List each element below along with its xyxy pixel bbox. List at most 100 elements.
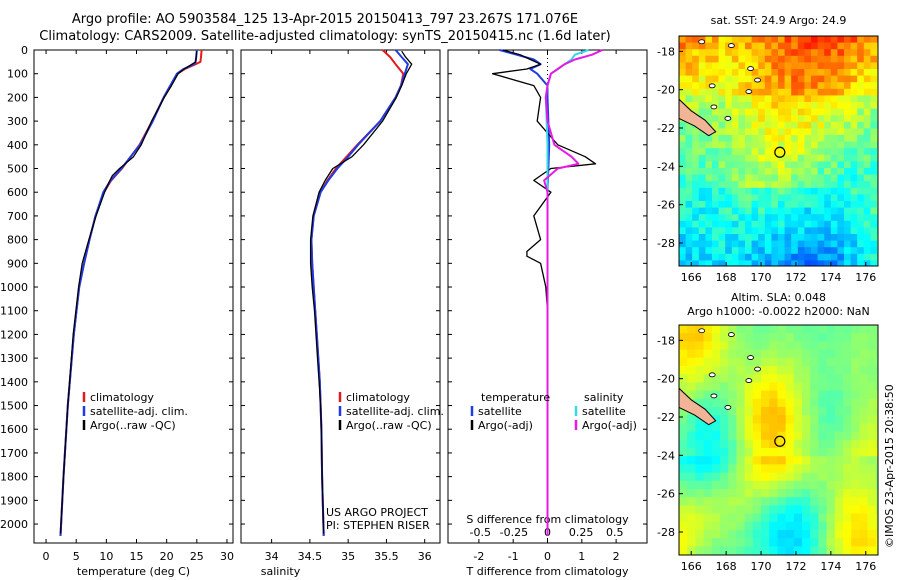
y-tick-label: 1200 — [0, 328, 28, 341]
x2-tick-label: 0.25 — [569, 526, 594, 539]
x-tick-label: 170 — [751, 560, 772, 573]
legend-label: climatology — [346, 391, 410, 404]
salinity-panel: 34 34.5 35 35.5 36 salinity climatologysatelli… — [240, 49, 444, 578]
y-tick-label: -24 — [657, 449, 675, 462]
x-tick-label: 34.5 — [298, 550, 323, 563]
x-tick-label: 20 — [160, 550, 174, 563]
x2-tick-label: -0.25 — [500, 526, 528, 539]
sst-map-frame — [678, 35, 879, 267]
legend-title-salinity: salinity — [584, 391, 624, 404]
legend-title-temperature: temperature — [481, 391, 550, 404]
y-tick-label: 900 — [7, 257, 28, 270]
x-tick-label: 0 — [544, 550, 551, 563]
y-tick-label: 500 — [7, 163, 28, 176]
x-tick-label: 166 — [681, 271, 702, 284]
series-climatology — [59, 49, 203, 536]
series-s-satellite — [544, 49, 590, 536]
x-tick-label: 1 — [578, 550, 585, 563]
x-tick-label: 36 — [418, 550, 432, 563]
y-tick-label: 700 — [7, 210, 28, 223]
y-tick-label: -28 — [657, 237, 675, 250]
series-argo-raw-qc- — [309, 50, 413, 534]
x-tick-label: 176 — [855, 271, 876, 284]
x-tick-label: 168 — [716, 271, 737, 284]
salinity-frame — [240, 49, 441, 544]
imos-watermark: ©IMOS 23-Apr-2015 20:38:50 — [883, 384, 896, 548]
pi-credit: PI: STEPHEN RISER — [326, 519, 430, 532]
x-tick-label: 176 — [855, 560, 876, 573]
series-s-argo-adj- — [543, 49, 603, 536]
x-axis-label: T difference from climatology — [466, 565, 629, 578]
x-tick-label: 174 — [820, 560, 841, 573]
x-tick-label: 172 — [785, 560, 806, 573]
y-tick-label: 1300 — [0, 352, 28, 365]
x-tick-label: 25 — [190, 550, 204, 563]
series-satellite-adj-clim- — [59, 49, 198, 536]
y-tick-label: -18 — [657, 45, 675, 58]
y-tick-label: 400 — [7, 139, 28, 152]
y-tick-label: 600 — [7, 186, 28, 199]
x-tick-label: -2 — [473, 550, 484, 563]
x-tick-label: 34 — [265, 550, 279, 563]
temperature-frame — [33, 49, 234, 544]
sla-map-field — [679, 325, 878, 555]
x2-tick-label: 0.5 — [606, 526, 624, 539]
y-tick-label: 200 — [7, 91, 28, 104]
y-tick-label: 1400 — [0, 376, 28, 389]
project-credit: US ARGO PROJECT — [326, 506, 428, 519]
x-tick-label: 166 — [681, 560, 702, 573]
y-tick-label: -22 — [657, 411, 675, 424]
series-t-satellite — [499, 49, 551, 536]
y-tick-label: -22 — [657, 122, 675, 135]
y-tick-label: -26 — [657, 199, 675, 212]
y-tick-label: 1900 — [0, 494, 28, 507]
chart-title-line2: Climatology: CARS2009. Satellite-adjuste… — [39, 29, 611, 44]
legend-label: satellite — [478, 405, 522, 418]
x-tick-label: -1 — [508, 550, 519, 563]
y-tick-label: 100 — [7, 68, 28, 81]
legend-label: satellite-adj. clim. — [90, 405, 188, 418]
y-tick-label: -20 — [657, 84, 675, 97]
sla-map-frame — [678, 324, 879, 556]
series-satellite-adj-clim- — [310, 49, 409, 536]
x-axis-label: temperature (deg C) — [77, 565, 190, 578]
series-argo-raw-qc- — [59, 51, 198, 534]
y-tick-label: -24 — [657, 160, 675, 173]
x-tick-label: 174 — [820, 271, 841, 284]
y-tick-label: -18 — [657, 334, 675, 347]
x2-tick-label: -0.5 — [470, 526, 491, 539]
y-tick-label: -26 — [657, 488, 675, 501]
x-tick-label: 30 — [220, 550, 234, 563]
x-tick-label: 5 — [73, 550, 80, 563]
series-t-argo-adj- — [491, 49, 597, 536]
legend-label: Argo(..raw -QC) — [346, 419, 432, 432]
coastline — [679, 39, 761, 137]
argo-position-marker — [774, 435, 786, 447]
sla-map-title: Altim. SLA: 0.048 — [731, 291, 826, 304]
argo-position-marker — [774, 146, 786, 158]
chart-title-line1: Argo profile: AO 5903584_125 13-Apr-2015… — [71, 12, 579, 27]
y-tick-label: 1100 — [0, 305, 28, 318]
x-tick-label: 15 — [130, 550, 144, 563]
y-tick-label: 2000 — [0, 518, 28, 531]
sla-map: 166 168 170 172 174 176 -18 -20 -22 -24 -26 -28 Alti… — [657, 291, 879, 573]
x-tick-label: 10 — [99, 550, 113, 563]
sst-map-field — [679, 36, 878, 266]
y-tick-label: 1700 — [0, 447, 28, 460]
x-tick-label: 35 — [341, 550, 355, 563]
legend-label: Argo(-adj) — [478, 419, 533, 432]
legend-label: Argo(..raw -QC) — [90, 419, 176, 432]
x-tick-label: 170 — [751, 271, 772, 284]
y-tick-label: 1600 — [0, 423, 28, 436]
y-tick-label: -20 — [657, 373, 675, 386]
y-tick-label: 0 — [21, 44, 28, 57]
sst-map-title: sat. SST: 24.9 Argo: 24.9 — [711, 14, 847, 27]
y-tick-label: 1500 — [0, 400, 28, 413]
temperature-panel: 0100200300400500600700800900100011001200… — [0, 44, 234, 578]
differences-panel: -2 -1 0 1 2 T difference from climatology -0.5… — [447, 49, 648, 578]
y-tick-label: 1800 — [0, 471, 28, 484]
series-climatology — [310, 49, 405, 536]
x-tick-label: 35.5 — [374, 550, 399, 563]
